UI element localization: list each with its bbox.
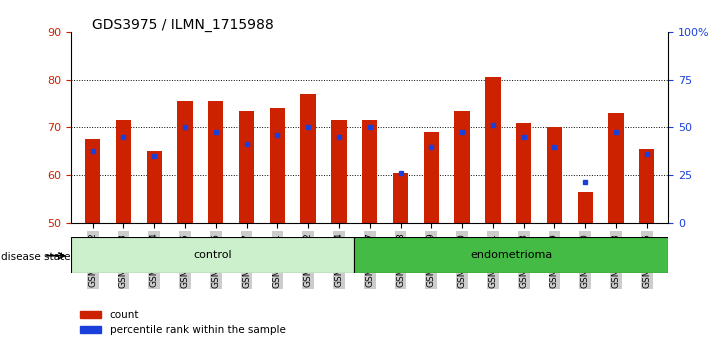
Bar bbox=[331, 120, 347, 223]
Bar bbox=[239, 111, 255, 223]
Bar bbox=[424, 132, 439, 223]
Bar bbox=[354, 237, 668, 273]
Text: GDS3975 / ILMN_1715988: GDS3975 / ILMN_1715988 bbox=[92, 18, 274, 32]
Bar bbox=[301, 94, 316, 223]
Bar bbox=[454, 111, 470, 223]
Bar bbox=[116, 120, 131, 223]
Bar bbox=[609, 113, 624, 223]
Bar bbox=[392, 173, 408, 223]
Bar bbox=[485, 77, 501, 223]
Bar bbox=[208, 101, 223, 223]
Text: endometrioma: endometrioma bbox=[470, 250, 552, 260]
Bar bbox=[516, 123, 531, 223]
Bar bbox=[547, 127, 562, 223]
Text: disease state: disease state bbox=[1, 252, 71, 262]
Bar bbox=[639, 149, 655, 223]
Bar bbox=[71, 237, 354, 273]
Bar bbox=[146, 152, 162, 223]
Text: control: control bbox=[193, 250, 232, 260]
Bar bbox=[362, 120, 378, 223]
Legend: count, percentile rank within the sample: count, percentile rank within the sample bbox=[76, 306, 289, 339]
Bar bbox=[85, 139, 100, 223]
Bar bbox=[269, 108, 285, 223]
Bar bbox=[577, 192, 593, 223]
Bar bbox=[177, 101, 193, 223]
